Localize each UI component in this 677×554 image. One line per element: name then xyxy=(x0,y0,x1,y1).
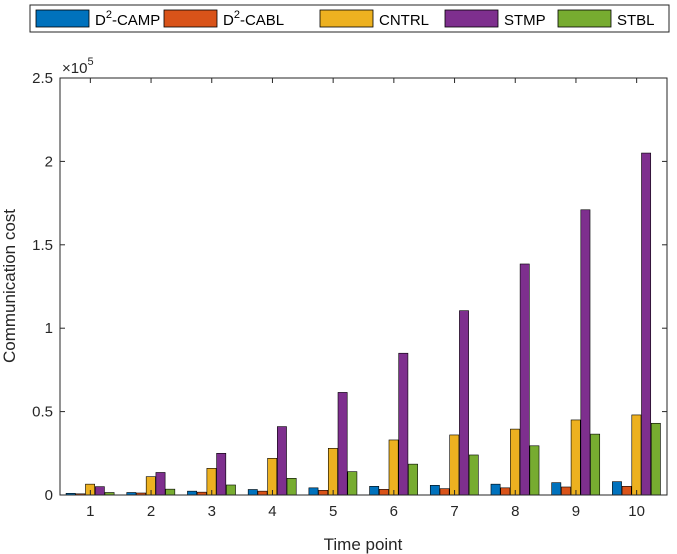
y-axis-title: Communication cost xyxy=(0,209,19,363)
legend-label: CNTRL xyxy=(379,12,429,29)
bar-stmp-5 xyxy=(337,392,348,496)
y-tick-label: 0 xyxy=(45,487,53,504)
bar-cntrl-4 xyxy=(267,457,278,496)
legend-swatch xyxy=(319,9,374,28)
bar-stmp-10 xyxy=(641,152,652,496)
bar-stbl-9 xyxy=(590,433,601,496)
legend-label: D2-CABL xyxy=(223,9,284,29)
bar-d-camp-7 xyxy=(429,485,440,496)
plot-area xyxy=(60,78,667,495)
bar-stbl-3 xyxy=(226,484,236,496)
bar-d-cabl-5 xyxy=(318,490,329,496)
bar-d-camp-4 xyxy=(247,489,258,496)
x-tick-label: 4 xyxy=(268,503,276,520)
bar-cntrl-7 xyxy=(449,434,460,496)
legend-swatch xyxy=(163,9,218,28)
bar-stbl-10 xyxy=(650,422,661,496)
legend-label: STBL xyxy=(617,12,655,29)
x-tick-label: 2 xyxy=(147,503,155,520)
x-tick-label: 1 xyxy=(86,503,94,520)
bar-cntrl-10 xyxy=(631,414,642,496)
bar-d-camp-9 xyxy=(551,482,562,496)
legend: D2-CAMP D2-CABL CNTRL STMP STBL xyxy=(29,4,670,33)
x-axis-ticks: 1 2 3 4 5 6 7 8 9 10 xyxy=(86,78,645,520)
bar-cntrl-8 xyxy=(510,428,520,496)
bar-stmp-2 xyxy=(155,472,166,496)
legend-label: STMP xyxy=(504,12,546,29)
x-tick-label: 7 xyxy=(450,503,458,520)
bar-d-cabl-8 xyxy=(500,487,511,496)
y-tick-label: 1 xyxy=(45,320,53,337)
y-tick-label: 0.5 xyxy=(32,404,53,421)
y-axis-ticks: 0 0.5 1 1.5 2 2.5 xyxy=(32,70,667,504)
bar-stmp-8 xyxy=(519,263,530,496)
bar-stmp-9 xyxy=(580,209,591,496)
plot-frame xyxy=(59,77,668,496)
bar-d-camp-3 xyxy=(187,490,197,496)
bar-stbl-2 xyxy=(165,488,176,496)
bar-d-cabl-9 xyxy=(561,486,571,496)
bar-d-camp-8 xyxy=(490,483,501,496)
bar-stmp-6 xyxy=(398,352,409,496)
bar-d-cabl-6 xyxy=(378,489,389,496)
y-axis-exponent: ×105 xyxy=(62,56,94,77)
y-tick-label: 1.5 xyxy=(32,237,53,254)
x-tick-label: 5 xyxy=(329,503,337,520)
bar-stbl-7 xyxy=(468,454,479,496)
legend-swatch xyxy=(557,9,612,28)
x-tick-label: 9 xyxy=(572,503,580,520)
bars-group xyxy=(65,152,661,496)
bar-stmp-7 xyxy=(459,310,469,496)
bar-cntrl-6 xyxy=(388,439,399,496)
legend-swatch xyxy=(444,9,499,28)
x-axis-title: Time point xyxy=(324,535,403,554)
bar-cntrl-5 xyxy=(327,447,338,496)
bar-stbl-4 xyxy=(286,478,297,496)
bar-stmp-4 xyxy=(277,426,287,496)
bar-stmp-3 xyxy=(216,452,227,496)
bar-stbl-8 xyxy=(529,445,540,496)
bar-d-camp-5 xyxy=(308,487,319,496)
x-tick-label: 8 xyxy=(511,503,519,520)
x-tick-label: 10 xyxy=(628,503,645,520)
bar-stbl-6 xyxy=(408,463,418,496)
bar-stmp-1 xyxy=(94,486,105,496)
y-tick-label: 2 xyxy=(45,153,53,170)
bar-cntrl-9 xyxy=(570,419,581,496)
bar-d-cabl-7 xyxy=(439,488,450,496)
bar-d-camp-10 xyxy=(612,481,622,496)
x-tick-label: 3 xyxy=(208,503,216,520)
bar-d-cabl-4 xyxy=(257,490,268,496)
y-tick-label: 2.5 xyxy=(32,70,53,87)
bar-d-cabl-10 xyxy=(621,486,632,496)
legend-swatch xyxy=(35,9,90,28)
bar-d-camp-6 xyxy=(369,486,380,496)
bar-stbl-5 xyxy=(347,471,358,496)
legend-label: D2-CAMP xyxy=(95,9,160,29)
x-tick-label: 6 xyxy=(390,503,398,520)
